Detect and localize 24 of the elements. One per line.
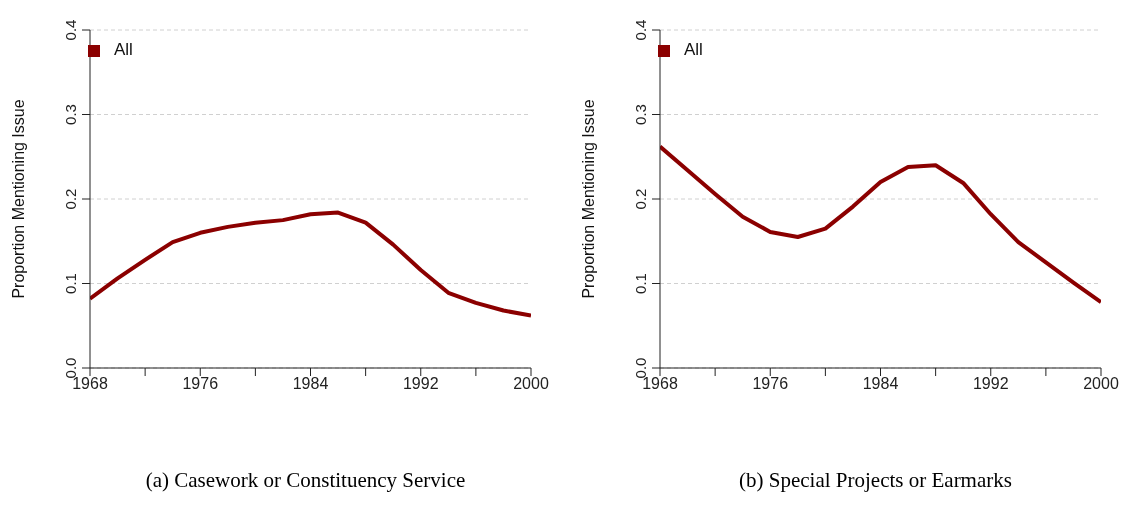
y-tick-label: 0.4 xyxy=(632,19,649,41)
y-axis-title: Proportion Mentioning Issue xyxy=(9,99,27,299)
x-tick-label: 1984 xyxy=(862,375,899,393)
y-tick-label: 0.3 xyxy=(62,104,79,125)
x-tick-label: 2000 xyxy=(1083,375,1119,393)
legend-label: All xyxy=(114,40,133,59)
line-series xyxy=(660,144,1101,305)
x-tick-label: 1976 xyxy=(752,375,789,393)
y-tick-label: 0.2 xyxy=(62,188,79,210)
y-tick-label: 0.4 xyxy=(62,19,79,41)
x-tick-label: 1984 xyxy=(292,375,329,393)
line-series xyxy=(90,210,531,318)
x-tick-label: 1992 xyxy=(402,375,439,393)
x-tick-label: 1992 xyxy=(972,375,1009,393)
text: (b) Special Projects or Earmarks xyxy=(738,468,1013,493)
y-tick-label: 0.1 xyxy=(632,273,649,294)
y-tick-label: 0.3 xyxy=(632,104,649,125)
text: (a) Casework or Constituency Service xyxy=(144,468,467,493)
y-tick-label: 0.2 xyxy=(632,188,649,210)
x-tick-label: 1976 xyxy=(182,375,219,393)
x-tick-label: 2000 xyxy=(513,375,549,393)
y-tick-label: 0.1 xyxy=(62,273,79,294)
y-axis-title: Proportion Mentioning Issue xyxy=(579,99,597,299)
legend-label: All xyxy=(684,40,703,59)
